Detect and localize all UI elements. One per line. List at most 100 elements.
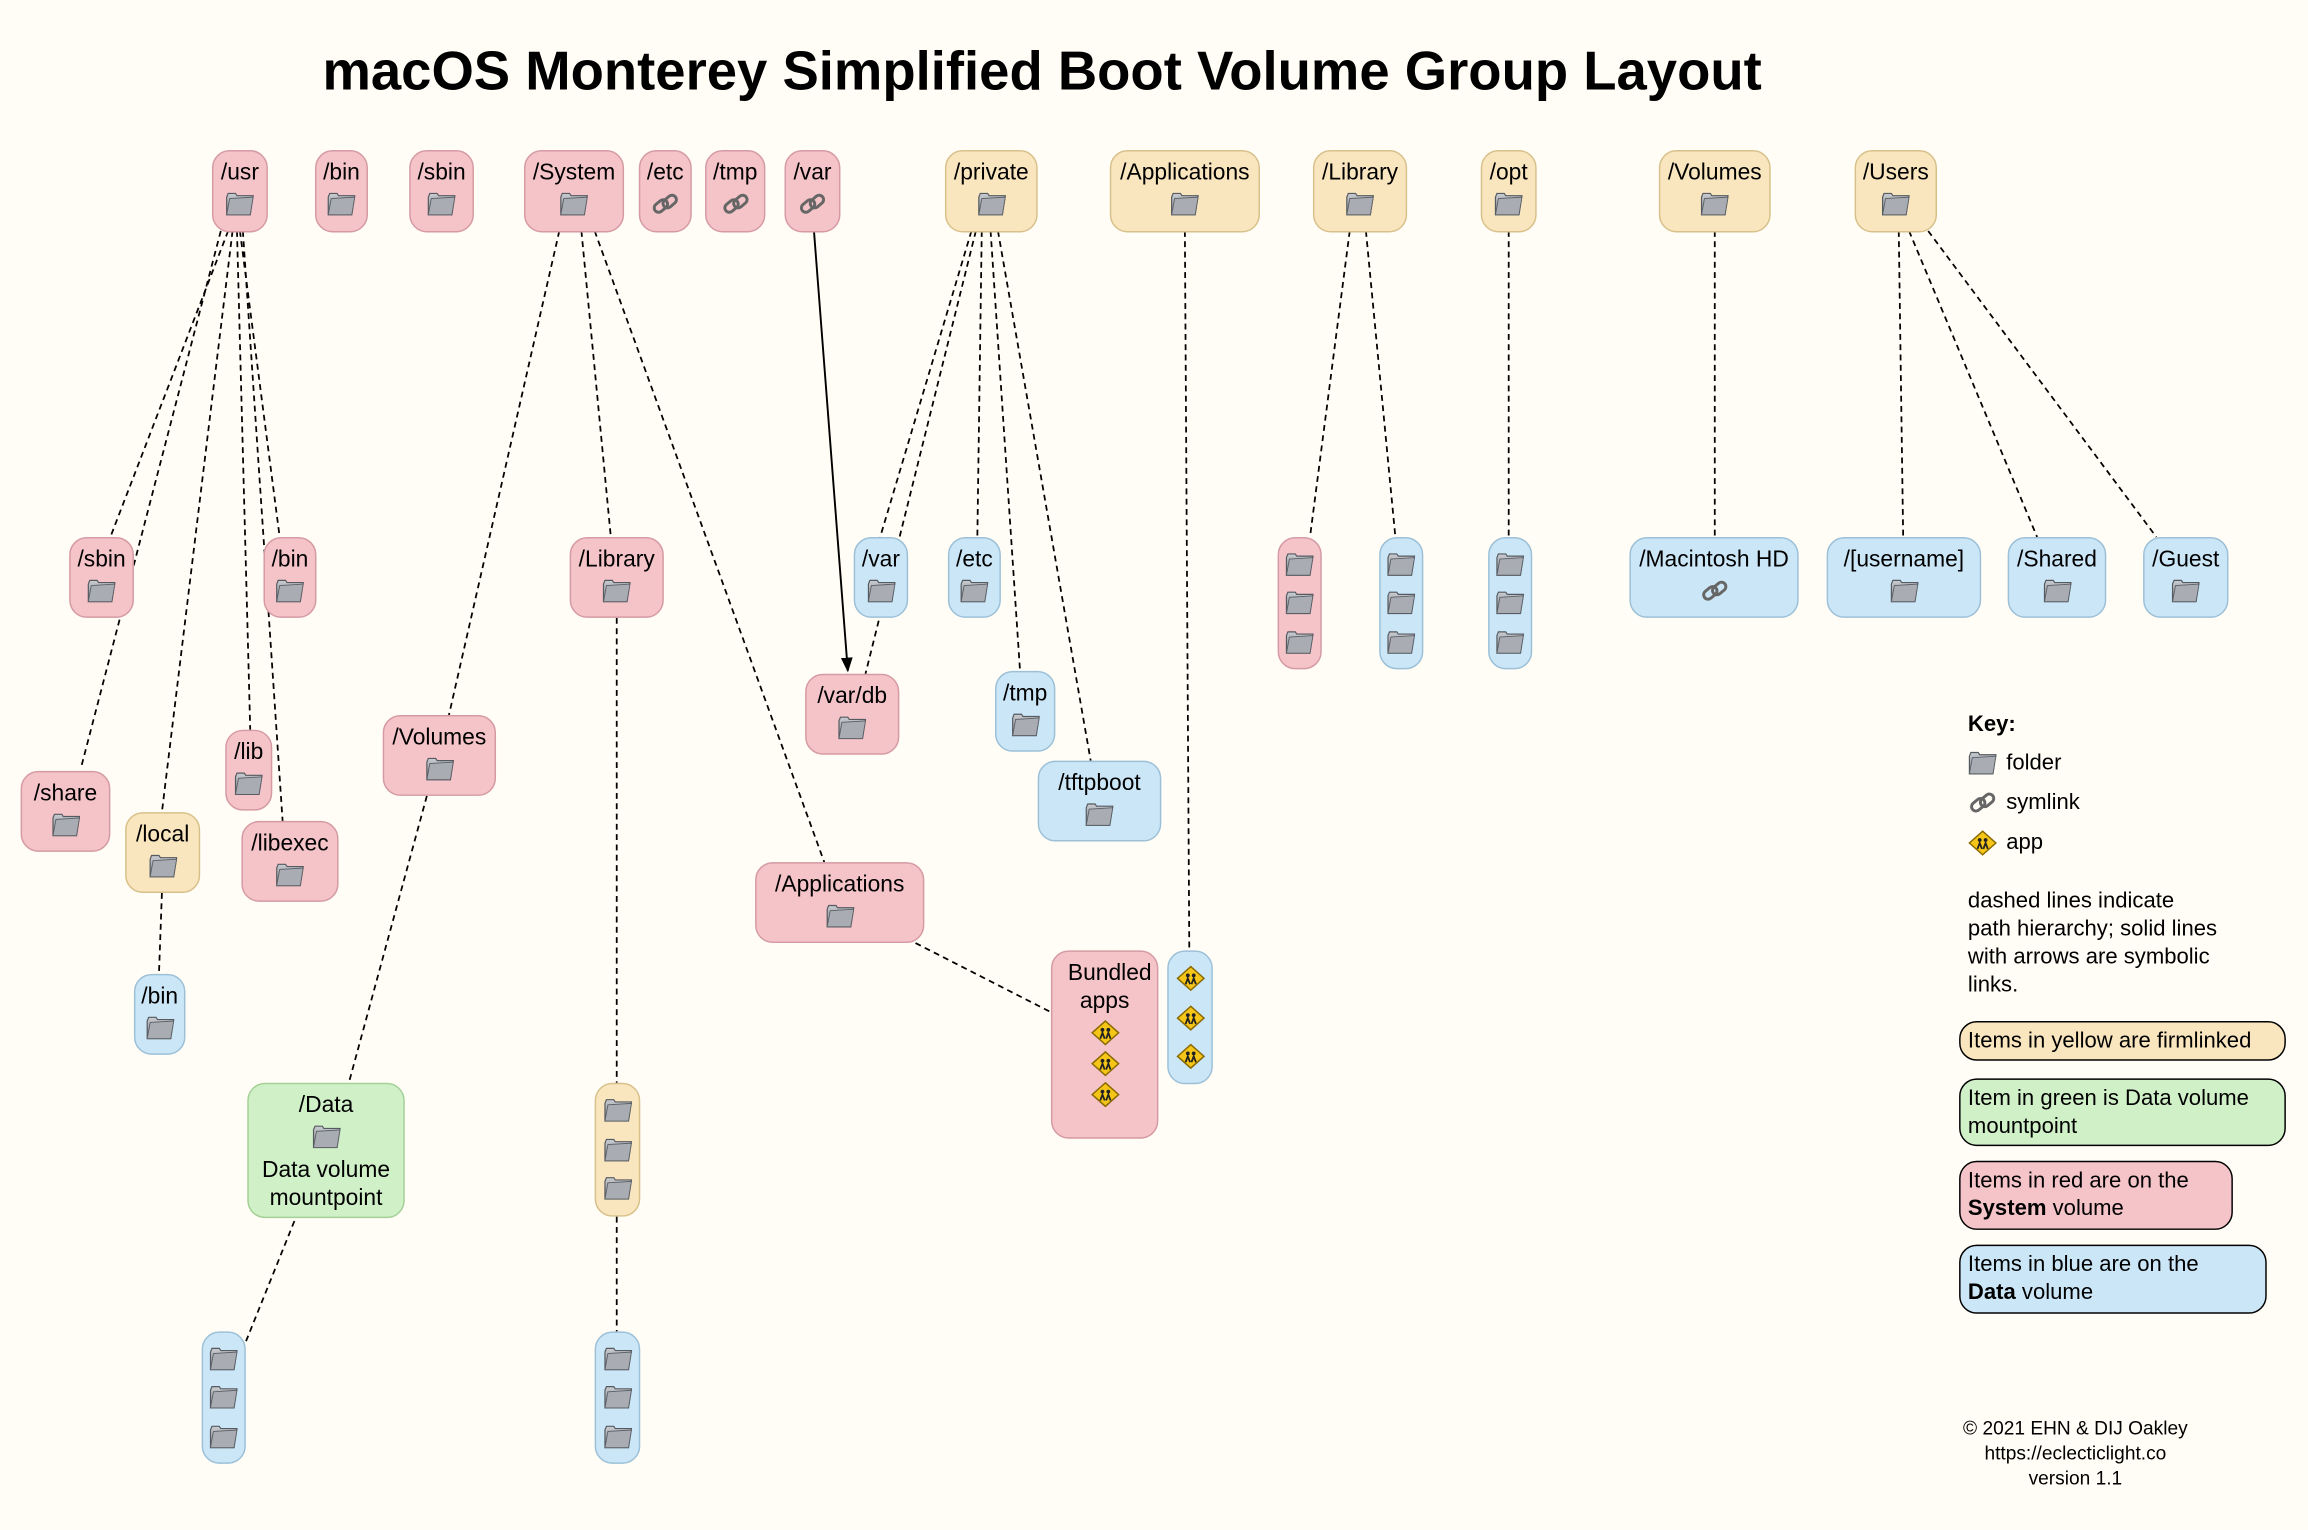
hierarchy-edge [161,230,234,813]
legend-blue: Items in blue are on the Data volume [1959,1244,2267,1314]
node-lib-red-stack [1277,536,1322,670]
hierarchy-edge [593,230,826,863]
legend-red: Items in red are on the System volume [1959,1160,2233,1230]
folder-icon [1700,191,1729,217]
folder-icon [838,715,867,741]
folder-icon [2042,578,2071,604]
node-opt-stack [1488,536,1533,670]
folder-icon [603,1423,632,1449]
symlink-icon [1699,578,1728,604]
legend: Key: folder symlink app [1968,712,2080,862]
legend-red-text: Items in red are on the [1967,1168,2189,1194]
node-label: /Applications [775,872,905,898]
node-label: /lib [234,740,264,766]
legend-key-folder: folder [1968,743,2080,783]
legend-blue-bold: Data [1967,1279,2016,1305]
node-note: Data volume mountpoint [261,1157,391,1211]
node-label: /Macintosh HD [1639,547,1789,573]
hierarchy-edge [1309,230,1351,538]
node-usr-local: /local [125,812,201,894]
node-private-etc: /etc [947,536,1001,618]
folder-icon [1387,551,1416,577]
legend-green: Item in green is Data volume mountpoint [1959,1078,2286,1147]
node-var: /var [784,150,841,233]
node-label: /etc [955,547,993,573]
folder-icon [825,903,854,929]
folder-icon [602,578,631,604]
folder-icon [1170,191,1199,217]
node-users: /Users [1854,150,1938,233]
node-sbin: /sbin [409,150,474,233]
folder-icon [425,756,454,782]
website-link[interactable]: https://eclecticlight.co [1984,1441,2167,1464]
node-label: /opt [1489,160,1528,186]
folder-icon [1085,802,1114,828]
node-bundled-apps: Bundled apps [1050,950,1159,1139]
folder-icon [603,1097,632,1123]
folder-icon [2171,578,2200,604]
folder-icon [603,1137,632,1163]
folder-icon [603,1345,632,1371]
node-label: /private [953,160,1029,186]
hierarchy-edge [1897,230,1905,538]
app-icon [1090,1050,1120,1077]
node-username: /[username] [1826,536,1982,618]
node-applications: /Applications [1109,150,1260,233]
folder-icon [977,191,1006,217]
node-sys-volumes: /Volumes [382,715,497,796]
app-icon [1175,1004,1205,1031]
hierarchy-edge [989,230,1021,671]
node-label: /Shared [2017,547,2097,573]
hierarchy-edge [1927,230,2158,538]
folder-icon [311,1124,340,1150]
node-macintosh-hd: /Macintosh HD [1629,536,1799,618]
node-label: /System [532,160,616,186]
node-label: /Volumes [392,725,487,751]
folder-icon [1495,590,1525,616]
symlink-icon [1968,789,1997,815]
node-usr-bin: /bin [263,536,317,618]
hierarchy-edge [976,230,983,538]
node-sys-lib-blue-stack [594,1331,641,1464]
node-usr: /usr [211,150,268,233]
app-icon [1968,829,1998,856]
node-label: /usr [220,160,259,186]
hierarchy-edge [915,942,1052,1013]
symlink-icon [651,191,680,217]
folder-icon [603,1384,632,1410]
folder-icon [145,1015,174,1041]
legend-key-label: app [2006,829,2044,855]
legend-blue-suffix: volume [2021,1279,2094,1305]
node-tmp: /tmp [705,150,766,233]
node-tftpboot: /tftpboot [1037,760,1162,842]
folder-icon [1285,551,1314,577]
node-usr-share: /share [20,770,111,852]
node-label: /Guest [2152,547,2220,573]
node-private-tmp: /tmp [995,670,1056,752]
legend-key-symlink: symlink [1968,783,2080,823]
node-label: /Data [298,1093,354,1119]
hierarchy-edge [236,230,252,730]
folder-icon [275,578,304,604]
node-var-db: /var/db [805,673,900,755]
node-label: Bundled apps [1067,960,1152,1014]
symlink-arrow [813,230,853,673]
hierarchy-edge [241,230,284,821]
node-library: /Library [1312,150,1408,233]
node-label: /libexec [251,831,329,857]
symlink-icon [798,191,827,217]
folder-icon [1881,191,1910,217]
node-label: /Library [1321,160,1399,186]
folder-icon [1495,551,1525,577]
node-label: /Library [578,547,655,573]
folder-icon [1968,750,1997,776]
node-opt: /opt [1480,150,1537,233]
folder-icon [209,1423,238,1449]
folder-icon [1010,712,1040,738]
legend-red-bold: System [1967,1196,2047,1222]
node-usr-lib: /lib [225,729,273,811]
hierarchy-edge [879,230,973,538]
node-usr-sbin: /sbin [69,536,134,618]
